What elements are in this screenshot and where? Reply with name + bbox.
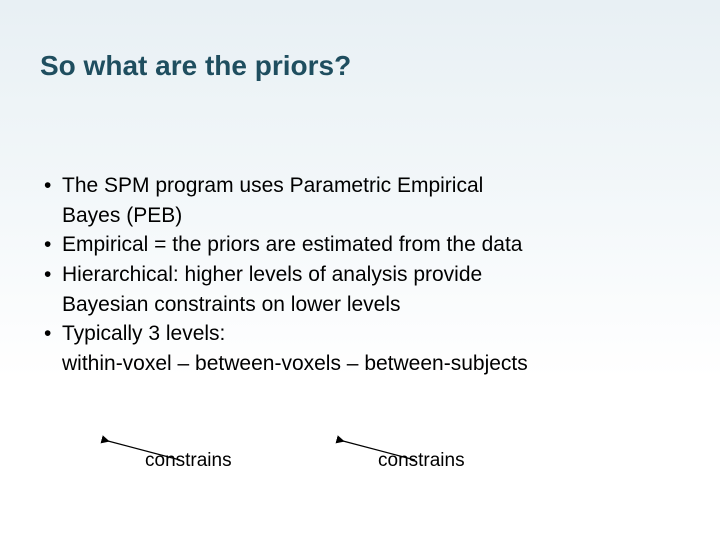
- bullet-text: The SPM program uses Parametric Empirica…: [62, 174, 483, 197]
- bullet-text: Empirical = the priors are estimated fro…: [62, 233, 522, 256]
- levels-line: within-voxel – between-voxels – between-…: [40, 350, 680, 378]
- bullet-hierarchical: Hierarchical: higher levels of analysis …: [40, 261, 680, 289]
- bullet-empirical: Empirical = the priors are estimated fro…: [40, 231, 680, 259]
- slide: So what are the priors? The SPM program …: [0, 0, 720, 540]
- bullet-levels: Typically 3 levels:: [40, 320, 680, 348]
- bullet-peb: The SPM program uses Parametric Empirica…: [40, 172, 680, 200]
- bullet-text: Hierarchical: higher levels of analysis …: [62, 263, 482, 286]
- bullet-text: Typically 3 levels:: [62, 322, 225, 345]
- slide-body: The SPM program uses Parametric Empirica…: [40, 172, 680, 378]
- constrains-label-right: constrains: [378, 450, 465, 472]
- bullet-peb-cont: Bayes (PEB): [40, 202, 680, 230]
- constrains-label-left: constrains: [145, 450, 232, 472]
- slide-title: So what are the priors?: [40, 50, 680, 82]
- bullet-hierarchical-cont: Bayesian constraints on lower levels: [40, 291, 680, 319]
